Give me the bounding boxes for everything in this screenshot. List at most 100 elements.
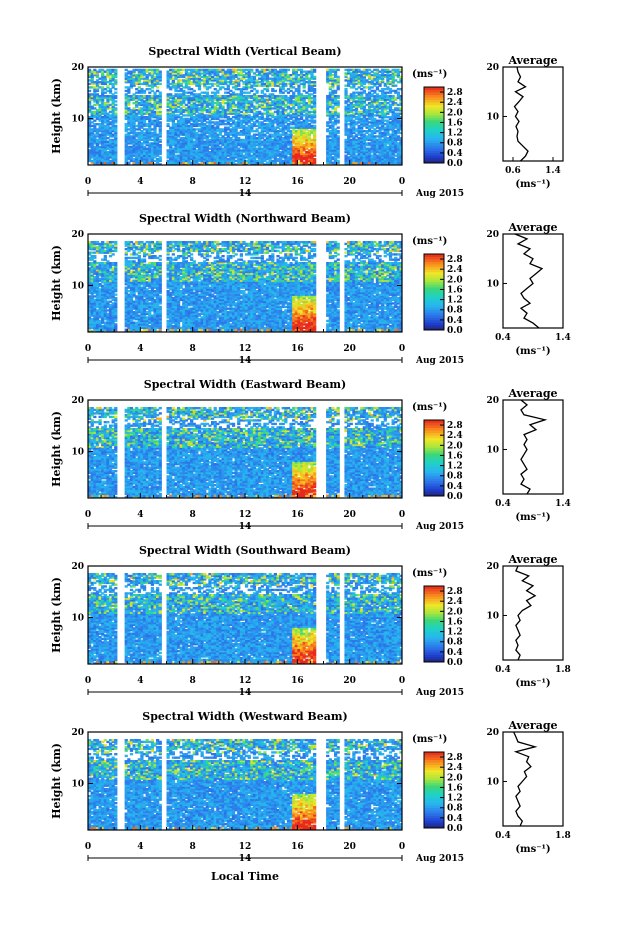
heatmap-cell <box>174 114 178 117</box>
heatmap-cell <box>213 149 217 152</box>
heatmap-cell <box>93 86 97 89</box>
heatmap-cell <box>237 116 241 119</box>
heatmap-cell <box>279 98 283 101</box>
heatmap-cell <box>111 77 115 80</box>
heatmap-cell <box>245 138 249 142</box>
heatmap-cell <box>226 105 230 108</box>
heatmap-cell <box>263 70 267 73</box>
heatmap-cell <box>375 82 380 86</box>
heatmap-cell <box>176 140 181 143</box>
heatmap-cell <box>101 119 105 122</box>
heatmap-cell <box>88 68 92 72</box>
heatmap-cell <box>182 161 186 164</box>
heatmap-cell <box>205 131 209 135</box>
heatmap-cell <box>140 149 144 152</box>
heatmap-cell <box>224 158 228 161</box>
heatmap-cell <box>182 93 186 96</box>
heatmap-cell <box>333 159 338 163</box>
heatmap-cell <box>108 145 113 149</box>
heatmap-cell <box>156 151 160 154</box>
heatmap-cell <box>101 140 105 143</box>
heatmap-cell <box>307 119 312 122</box>
heatmap-cell <box>179 68 183 72</box>
heatmap-cell <box>135 149 139 152</box>
heatmap-cell <box>190 68 194 72</box>
heatmap-cell <box>237 131 241 135</box>
heatmap-cell <box>169 95 173 98</box>
heatmap-cell <box>357 82 361 86</box>
heatmap-cell <box>190 77 194 80</box>
heatmap-cell <box>365 93 369 96</box>
heatmap-cell <box>381 109 385 112</box>
heatmap-cell <box>375 75 380 79</box>
heatmap-cell <box>360 70 364 73</box>
heatmap-cell <box>360 151 364 154</box>
heatmap-cell <box>95 112 100 115</box>
heatmap-cell <box>239 88 243 91</box>
heatmap-cell <box>166 137 170 140</box>
heatmap-cell <box>328 161 332 164</box>
heatmap-cell <box>158 98 162 101</box>
heatmap-cell <box>101 133 105 136</box>
heatmap-cell <box>328 79 332 82</box>
heatmap-cell <box>111 82 115 86</box>
heatmap-cell <box>286 74 291 77</box>
heatmap-cell <box>176 95 181 98</box>
heatmap-cell <box>273 142 277 145</box>
heatmap-cell <box>357 86 361 89</box>
heatmap-cell <box>132 68 136 72</box>
heatmap-cell <box>140 95 144 98</box>
heatmap-cell <box>305 159 309 163</box>
heatmap-cell <box>394 142 398 145</box>
heatmap-cell <box>166 79 170 82</box>
heatmap-cell <box>284 138 288 142</box>
heatmap-cell <box>229 107 233 110</box>
heatmap-cell <box>258 135 262 138</box>
heatmap-cell <box>95 86 100 89</box>
heatmap-cell <box>224 152 228 156</box>
heatmap-cell <box>218 79 223 82</box>
heatmap-cell <box>153 131 157 135</box>
heatmap-cell <box>360 126 364 129</box>
heatmap-cell <box>237 117 241 121</box>
heatmap-cell <box>352 144 356 147</box>
heatmap-cell <box>182 123 186 126</box>
heatmap-cell <box>210 105 215 108</box>
heatmap-cell <box>140 103 144 107</box>
heatmap-cell <box>137 119 141 122</box>
heatmap-cell <box>250 123 254 126</box>
heatmap-cell <box>245 86 249 89</box>
heatmap-cell <box>184 126 189 129</box>
heatmap-cell <box>237 107 241 110</box>
heatmap-cell <box>216 72 220 75</box>
heatmap-cell <box>245 116 249 119</box>
heatmap-cell <box>150 147 155 150</box>
heatmap-cell <box>179 130 183 133</box>
heatmap-cell <box>281 128 285 131</box>
heatmap-cell <box>182 138 186 142</box>
heatmap-cell <box>245 130 249 133</box>
heatmap-cell <box>297 145 301 149</box>
heatmap-cell <box>242 96 246 100</box>
heatmap-cell <box>137 79 141 82</box>
heatmap-cell <box>305 91 309 94</box>
heatmap-cell <box>263 112 267 115</box>
heatmap-cell <box>336 112 340 115</box>
heatmap-cell <box>166 133 170 136</box>
heatmap-cell <box>166 163 170 165</box>
heatmap-cell <box>218 163 223 165</box>
heatmap-cell <box>245 110 249 114</box>
heatmap-cell <box>354 121 359 124</box>
heatmap-cell <box>394 140 398 143</box>
heatmap-cell <box>127 96 131 100</box>
heatmap-cell <box>174 74 178 77</box>
heatmap-cell <box>190 82 194 86</box>
heatmap-cell <box>234 133 238 136</box>
heatmap-cell <box>391 147 395 150</box>
heatmap-cell <box>286 144 291 147</box>
heatmap-cell <box>360 96 364 100</box>
heatmap-cell <box>187 144 191 147</box>
heatmap-cell <box>231 149 236 152</box>
heatmap-cell <box>375 145 380 149</box>
heatmap-cell <box>289 81 293 84</box>
